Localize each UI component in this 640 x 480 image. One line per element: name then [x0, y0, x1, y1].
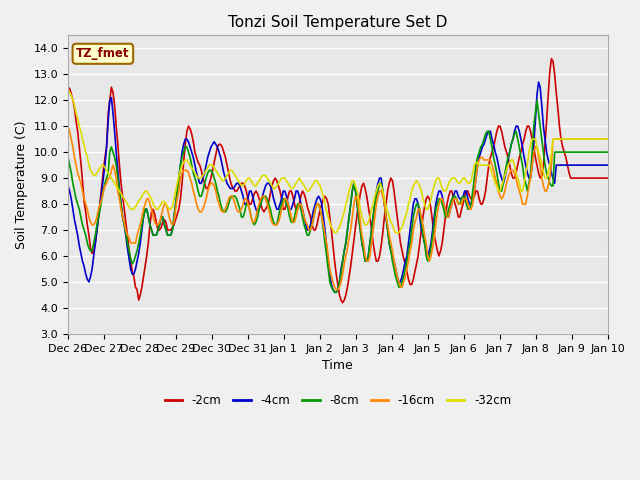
X-axis label: Time: Time	[323, 359, 353, 372]
Y-axis label: Soil Temperature (C): Soil Temperature (C)	[15, 120, 28, 249]
Title: Tonzi Soil Temperature Set D: Tonzi Soil Temperature Set D	[228, 15, 447, 30]
Legend: -2cm, -4cm, -8cm, -16cm, -32cm: -2cm, -4cm, -8cm, -16cm, -32cm	[160, 389, 516, 411]
Text: TZ_fmet: TZ_fmet	[76, 47, 130, 60]
